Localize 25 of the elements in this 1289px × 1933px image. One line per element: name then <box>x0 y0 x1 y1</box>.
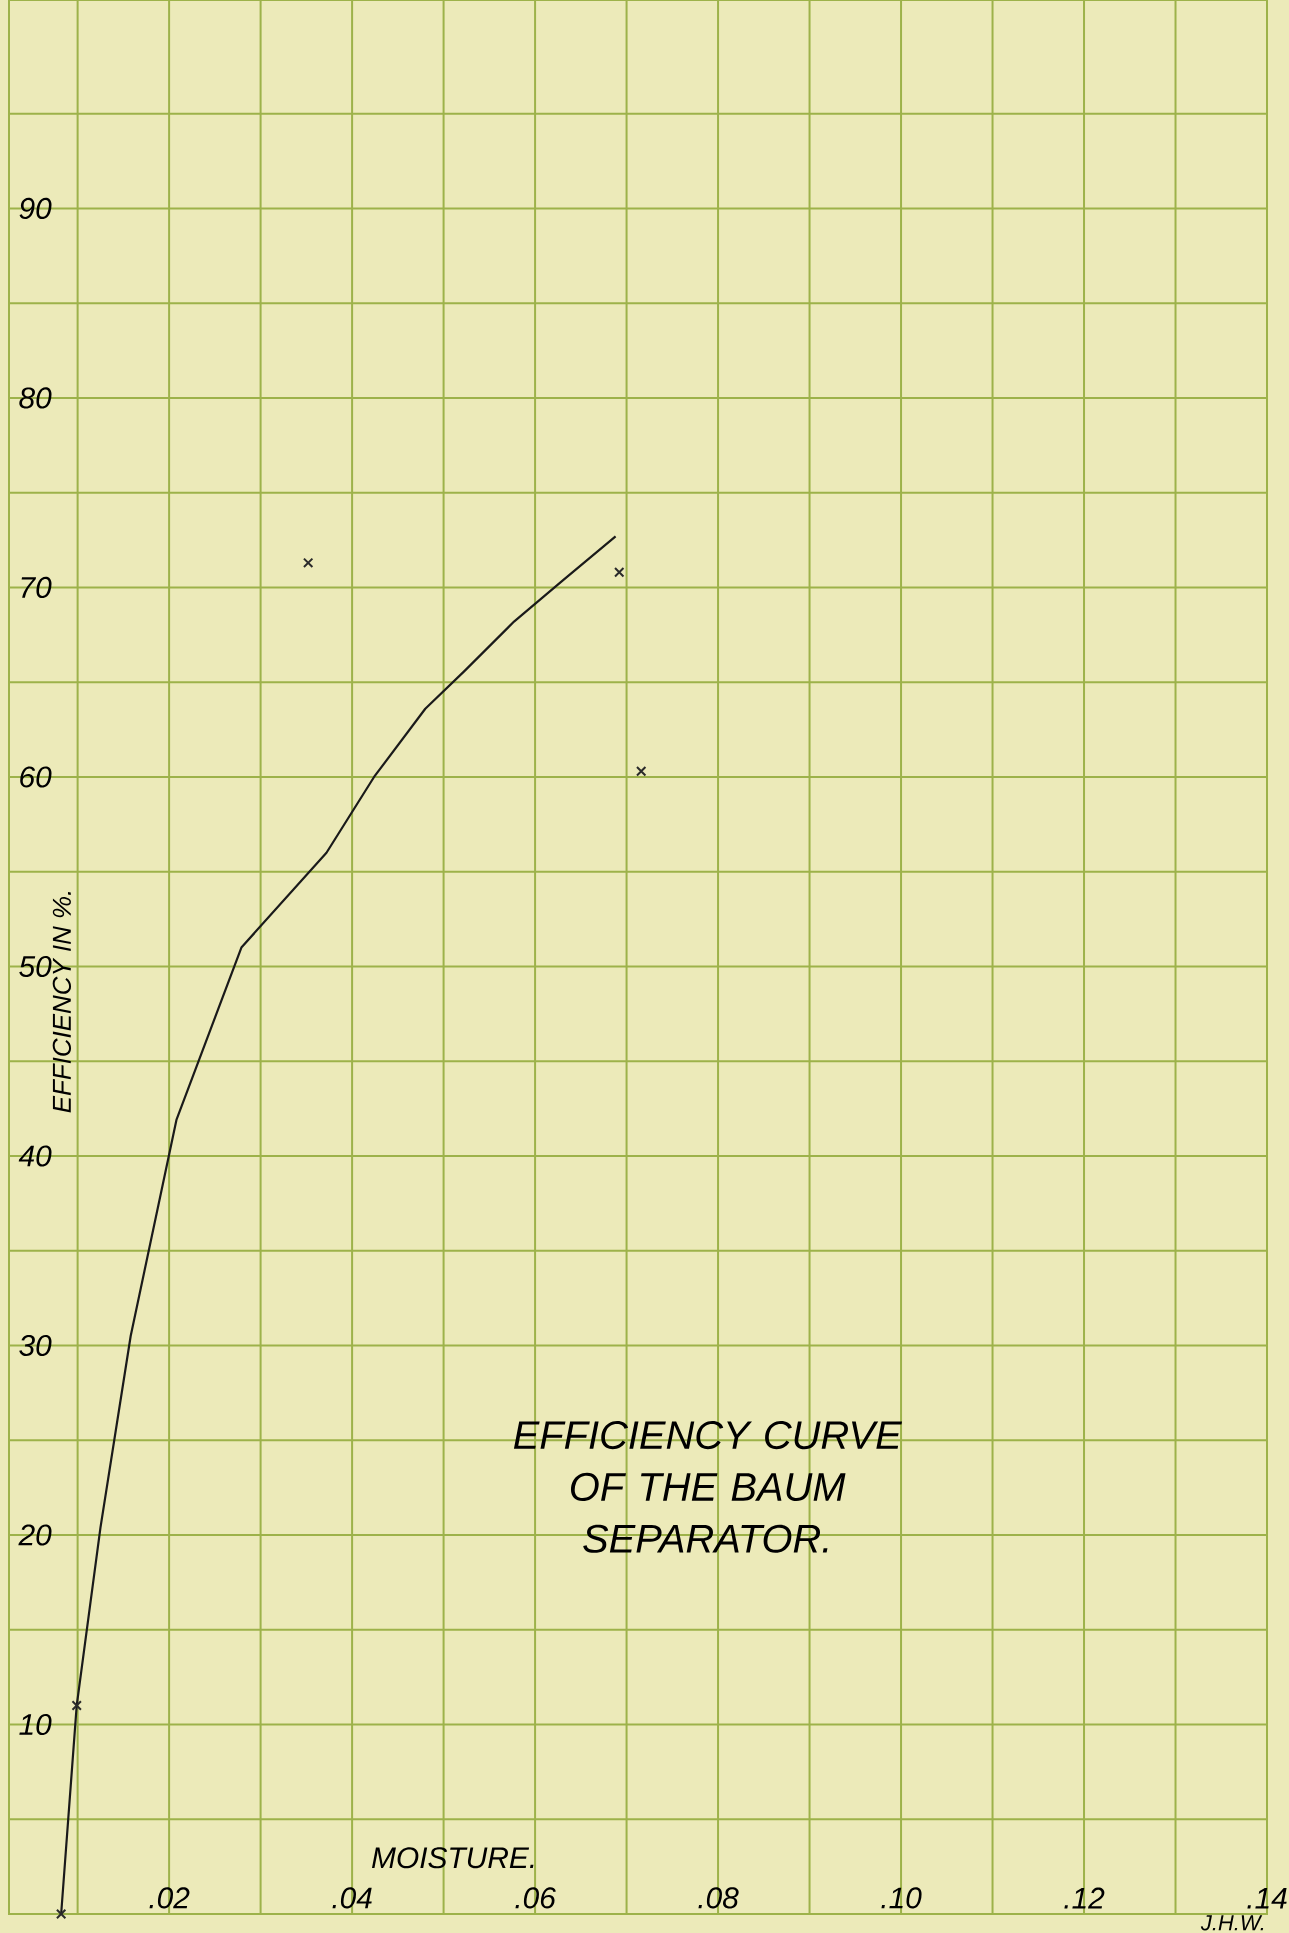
x-tick-label: .10 <box>881 1887 922 1909</box>
text: J.H.W. <box>1200 1915 1264 1931</box>
point <box>635 766 647 777</box>
x-axis-title: MOISTURE. <box>371 1847 534 1869</box>
point <box>614 567 625 578</box>
y-tick-label: 30 <box>19 1334 52 1357</box>
y-tick-label: 50 <box>19 955 52 978</box>
x-tick-label: .12 <box>1064 1887 1105 1909</box>
x-tick-label: .06 <box>515 1887 556 1909</box>
y-tick-label: 40 <box>18 1145 52 1167</box>
text: EFFICIENCY CURVE OF THE BAUM SEPARATOR. <box>513 1421 903 1553</box>
x-tick-label: .02 <box>149 1887 190 1909</box>
x-tick-label: .14 <box>1247 1887 1287 1909</box>
y-tick-label: 20 <box>18 1524 52 1546</box>
y-tick-label: 80 <box>19 387 52 409</box>
point <box>55 1908 67 1920</box>
point <box>71 1700 82 1711</box>
y-axis-title: EFFICIENCY IN %. <box>52 891 72 1113</box>
y-tick-label: 10 <box>19 1713 52 1736</box>
point <box>302 557 314 569</box>
y-tick-label: 60 <box>20 766 52 788</box>
x-tick-label: .04 <box>332 1887 372 1909</box>
y-tick-label: 70 <box>21 576 52 599</box>
y-tick-label: 90 <box>19 197 52 220</box>
x-tick-label: .08 <box>698 1887 739 1909</box>
